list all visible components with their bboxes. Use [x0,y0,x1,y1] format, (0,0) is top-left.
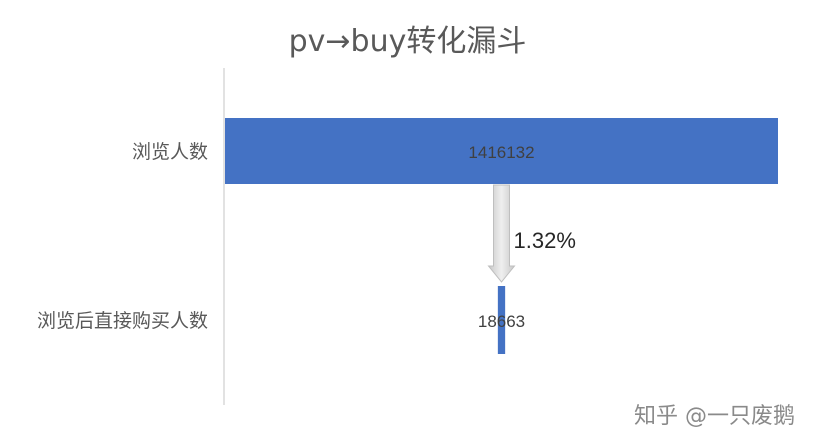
funnel-bar-2 [497,286,506,354]
data-label-2: 18663 [478,312,525,331]
chart-title: pv→buy转化漏斗 [288,24,527,59]
data-label-1: 1416132 [468,143,534,162]
category-label-1: 浏览人数 [132,141,208,163]
watermark: 知乎 @一只废鹅 [634,404,795,429]
funnel-bar-1 [225,118,778,184]
category-label-2: 浏览后直接购买人数 [37,310,208,332]
conversion-arrow [487,184,516,283]
conversion-rate-label: 1.32% [514,228,576,253]
